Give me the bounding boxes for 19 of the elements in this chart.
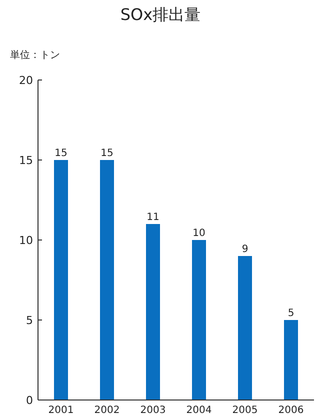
chart-title: SOx排出量 xyxy=(120,5,201,24)
data-label: 11 xyxy=(146,212,160,223)
data-label: 15 xyxy=(100,148,114,159)
data-label: 9 xyxy=(242,244,248,255)
y-tick-label: 20 xyxy=(19,74,33,87)
y-tick-label: 10 xyxy=(19,234,33,247)
x-tick-label: 2003 xyxy=(140,405,166,416)
y-tick-label: 0 xyxy=(26,394,33,407)
x-tick-label: 2001 xyxy=(48,405,74,416)
x-tick-label: 2005 xyxy=(232,405,258,416)
data-label: 5 xyxy=(288,308,294,319)
x-tick-label: 2006 xyxy=(278,405,304,416)
x-tick-label: 2002 xyxy=(94,405,120,416)
data-label: 10 xyxy=(192,228,206,239)
y-tick-label: 15 xyxy=(19,154,33,167)
x-tick-label: 2004 xyxy=(186,405,212,416)
data-label: 15 xyxy=(54,148,68,159)
y-tick-label: 5 xyxy=(26,314,33,327)
y-axis-title: 単位：トン xyxy=(10,49,60,61)
